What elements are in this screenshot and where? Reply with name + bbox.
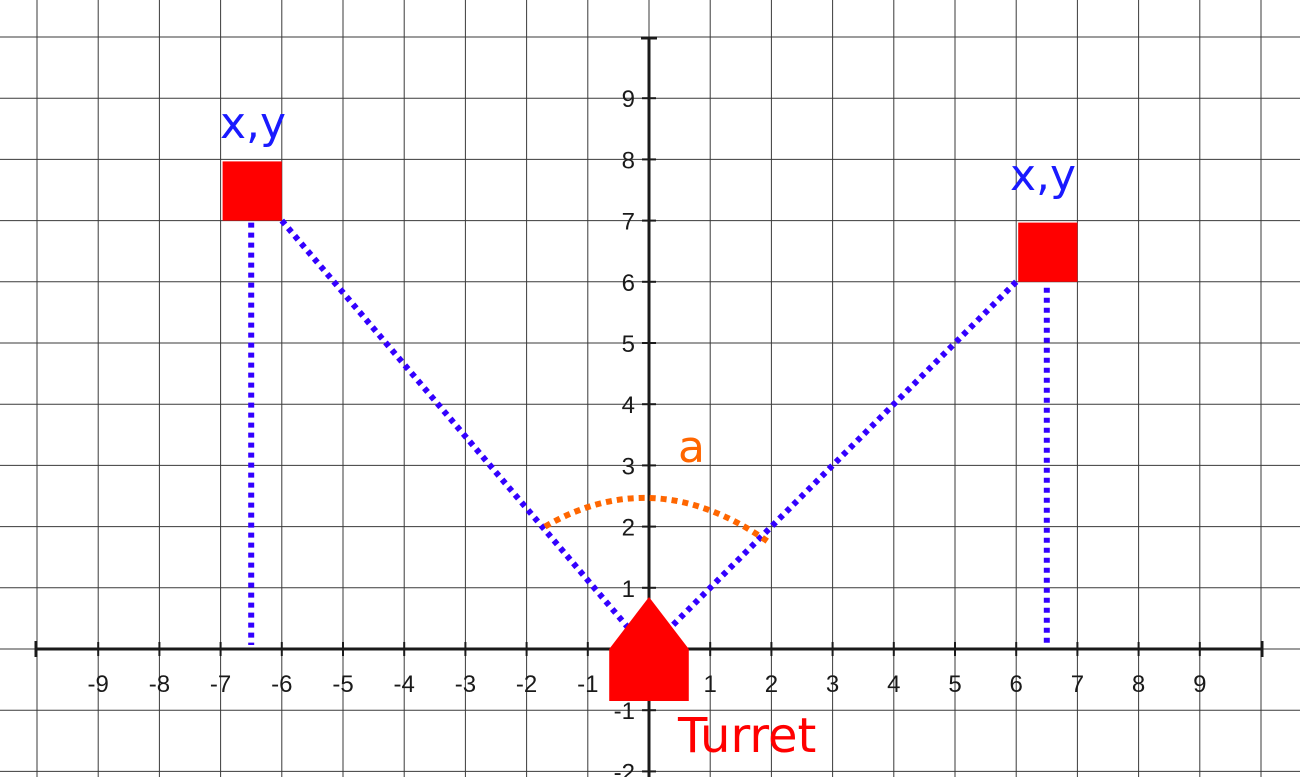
x-axis-tick-label: 7 [1071, 671, 1084, 698]
y-axis-tick-label: 1 [622, 576, 635, 603]
x-axis-tick-label: -1 [577, 671, 598, 698]
x-axis-tick-label: -6 [271, 671, 292, 698]
x-axis-tick-label: -2 [516, 671, 537, 698]
x-axis-tick-label: -9 [88, 671, 109, 698]
x-axis-tick-label: 3 [826, 671, 839, 698]
axis-ticks [97, 97, 1201, 773]
x-axis-tick-label: 9 [1193, 671, 1206, 698]
target-square-right [1018, 222, 1078, 282]
sight-lines [248, 218, 1050, 645]
y-axis-tick-label: 3 [622, 453, 635, 480]
y-axis-tick-label: 2 [622, 515, 635, 542]
angle-label: a [678, 422, 705, 473]
x-axis-tick-label: -7 [210, 671, 231, 698]
y-axis-tick-label: -2 [614, 759, 635, 777]
y-axis-tick-label: -1 [614, 698, 635, 725]
y-axis-tick-label: 9 [622, 86, 635, 113]
x-axis-tick-label: 4 [887, 671, 900, 698]
axis-tick-labels: -9 -8 -7 -6 -5 -4 -3 -2 -1 1 2 3 4 5 6 7 8 9 9 8 7 6 5 4 3 2 1 -1 -2 [88, 86, 1207, 777]
x-axis-tick-label: -3 [455, 671, 476, 698]
x-axis-tick-label: 2 [765, 671, 778, 698]
y-axis-tick-label: 6 [622, 270, 635, 297]
angle-arc [543, 494, 771, 545]
x-axis-tick-label: 5 [948, 671, 961, 698]
target-square-left [222, 161, 282, 221]
x-axis-tick-label: 6 [1010, 671, 1023, 698]
y-axis-tick-label: 4 [622, 392, 635, 419]
x-axis-tick-label: 1 [704, 671, 717, 698]
x-axis-tick-label: -5 [332, 671, 353, 698]
turret-icon [609, 596, 689, 702]
y-axis-tick-label: 8 [622, 147, 635, 174]
x-axis-tick-label: -8 [149, 671, 170, 698]
y-axis-tick-label: 7 [622, 209, 635, 236]
target-label-left: x,y [220, 98, 286, 149]
x-axis-tick-label: 8 [1132, 671, 1145, 698]
y-axis-tick-label: 5 [622, 331, 635, 358]
sight-line-right [665, 279, 1019, 633]
x-axis-tick-label: -4 [394, 671, 415, 698]
target-label-right: x,y [1010, 150, 1076, 201]
turret-label: Turret [677, 708, 816, 764]
targets [222, 161, 1078, 282]
